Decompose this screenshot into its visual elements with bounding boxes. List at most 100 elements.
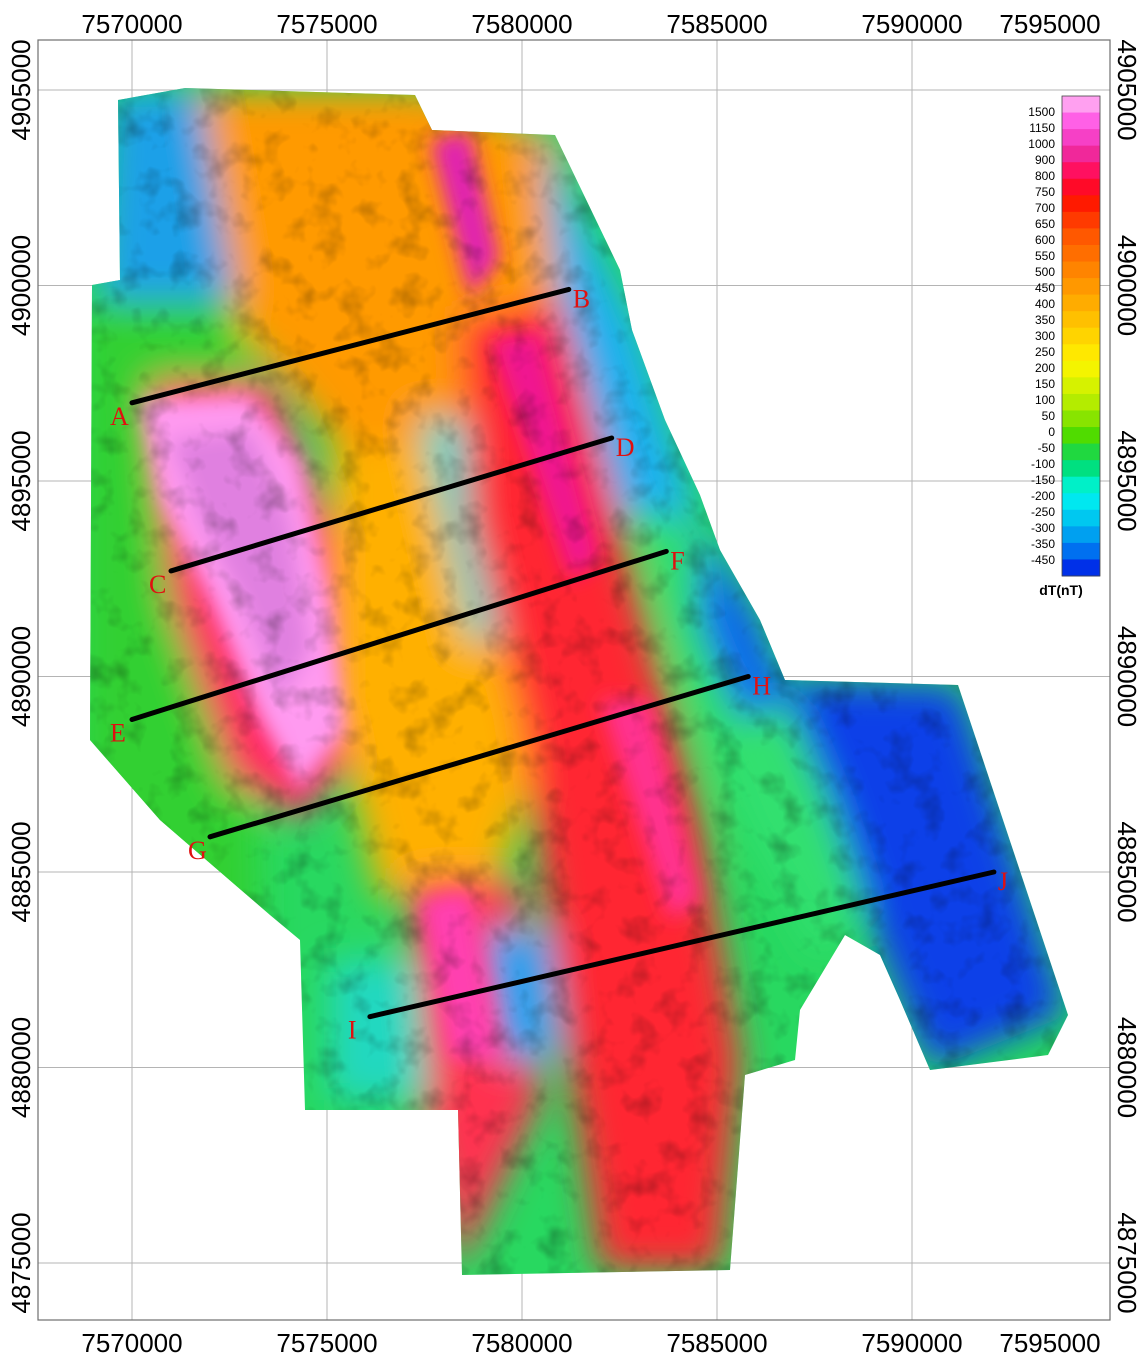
legend-swatch: [1062, 112, 1100, 130]
y-tick-label-right: 4885000: [1112, 821, 1142, 922]
y-tick-label-right: 4880000: [1112, 1017, 1142, 1118]
profile-label-end: F: [670, 546, 684, 575]
magnetic-field-image: [90, 88, 1068, 1275]
legend-level-label: -250: [1031, 505, 1055, 519]
x-tick-label-bottom: 7570000: [81, 1328, 182, 1358]
profile-label-start: I: [348, 1016, 357, 1045]
profile-lines: A B C D E F G H I J: [110, 284, 1008, 1044]
legend-level-label: -200: [1031, 489, 1055, 503]
legend-level-label: 1500: [1028, 105, 1055, 119]
legend-level-label: 300: [1035, 329, 1055, 343]
y-axis-right-ticks: 4905000 4900000 4895000 4890000 4885000 48800…: [1112, 39, 1142, 1313]
legend-level-label: 750: [1035, 185, 1055, 199]
legend-level-label: 700: [1035, 201, 1055, 215]
profile-label-end: H: [752, 672, 771, 701]
x-tick-label-bottom: 7590000: [861, 1328, 962, 1358]
legend-level-label: -450: [1031, 553, 1055, 567]
legend-level-label: 100: [1035, 393, 1055, 407]
profile-label-start: A: [110, 402, 129, 431]
legend-swatch: [1062, 493, 1100, 511]
x-tick-label-top: 7590000: [861, 9, 962, 39]
legend-level-label: 250: [1035, 345, 1055, 359]
x-tick-label-bottom: 7575000: [276, 1328, 377, 1358]
legend-labels: 1500115010009008007507006506005505004504…: [1028, 105, 1055, 567]
y-tick-label-right: 4905000: [1112, 39, 1142, 140]
color-legend: 1500115010009008007507006506005505004504…: [1028, 95, 1101, 598]
legend-color-bar: [1061, 95, 1101, 577]
x-tick-label-top: 7575000: [276, 9, 377, 39]
x-tick-label-top: 7580000: [471, 9, 572, 39]
profile-line-EF: [129, 548, 669, 723]
y-axis-left-ticks: 4905000 4900000 4895000 4890000 4885000 48800…: [6, 39, 36, 1313]
x-axis-top-ticks: 7570000 7575000 7580000 7585000 7590000 75950…: [81, 9, 1100, 39]
legend-swatch: [1062, 526, 1100, 544]
profile-label-start: E: [110, 719, 126, 748]
legend-level-label: -150: [1031, 473, 1055, 487]
x-tick-label-bottom: 7585000: [666, 1328, 767, 1358]
legend-swatch: [1062, 195, 1100, 213]
y-tick-label-right: 4900000: [1112, 235, 1142, 336]
legend-swatch: [1062, 261, 1100, 279]
legend-level-label: 450: [1035, 281, 1055, 295]
legend-swatch: [1062, 244, 1100, 263]
legend-level-label: 50: [1042, 409, 1056, 423]
legend-level-label: 800: [1035, 169, 1055, 183]
legend-swatch: [1062, 393, 1100, 411]
legend-level-label: 150: [1035, 377, 1055, 391]
profile-label-end: J: [998, 867, 1008, 896]
legend-swatch: [1062, 129, 1100, 147]
y-tick-label-left: 4875000: [6, 1212, 36, 1313]
legend-swatch: [1062, 360, 1100, 378]
profile-label-start: C: [149, 570, 166, 599]
profile-line-IJ: [367, 869, 997, 1020]
legend-swatch: [1062, 509, 1100, 527]
y-tick-label-left: 4880000: [6, 1017, 36, 1118]
legend-level-label: 500: [1035, 265, 1055, 279]
legend-swatch: [1062, 327, 1100, 345]
legend-level-label: -350: [1031, 537, 1055, 551]
profile-label-end: D: [616, 433, 635, 462]
y-tick-label-left: 4895000: [6, 430, 36, 531]
y-tick-label-left: 4905000: [6, 39, 36, 140]
legend-level-label: 550: [1035, 249, 1055, 263]
legend-level-label: -100: [1031, 457, 1055, 471]
x-tick-label-bottom: 7595000: [999, 1328, 1100, 1358]
profile-line-GH: [207, 674, 751, 840]
legend-level-label: 650: [1035, 217, 1055, 231]
legend-swatch: [1062, 162, 1100, 180]
legend-level-label: 1000: [1028, 137, 1055, 151]
y-tick-label-right: 4890000: [1112, 626, 1142, 727]
legend-level-label: 200: [1035, 361, 1055, 375]
legend-swatch: [1062, 542, 1100, 560]
profile-line-AB: [129, 286, 572, 406]
x-axis-bottom-ticks: 7570000 7575000 7580000 7585000 7590000 75950…: [81, 1328, 1100, 1358]
legend-swatch: [1062, 278, 1100, 296]
legend-level-label: -300: [1031, 521, 1055, 535]
x-tick-label-top: 7595000: [999, 9, 1100, 39]
legend-swatch: [1062, 145, 1100, 163]
x-tick-label-bottom: 7580000: [471, 1328, 572, 1358]
legend-title: dT(nT): [1039, 582, 1083, 598]
legend-swatch: [1062, 294, 1100, 312]
y-tick-label-right: 4875000: [1112, 1212, 1142, 1313]
y-tick-label-left: 4890000: [6, 626, 36, 727]
y-tick-label-left: 4885000: [6, 821, 36, 922]
legend-swatch: [1062, 443, 1100, 461]
legend-swatch: [1062, 211, 1100, 229]
legend-level-label: -50: [1038, 441, 1056, 455]
profile-line-CD: [168, 435, 615, 574]
x-tick-label-top: 7585000: [666, 9, 767, 39]
x-tick-label-top: 7570000: [81, 9, 182, 39]
legend-swatch: [1062, 427, 1100, 445]
y-tick-label-left: 4900000: [6, 235, 36, 336]
profile-label-end: B: [573, 284, 590, 313]
legend-swatch: [1062, 476, 1100, 494]
legend-level-label: 600: [1035, 233, 1055, 247]
legend-swatch: [1062, 228, 1100, 246]
y-tick-label-right: 4895000: [1112, 430, 1142, 531]
legend-bar-outline: [1061, 95, 1101, 577]
legend-swatch: [1062, 344, 1100, 362]
legend-swatch: [1062, 460, 1100, 478]
legend-swatch: [1062, 559, 1100, 577]
